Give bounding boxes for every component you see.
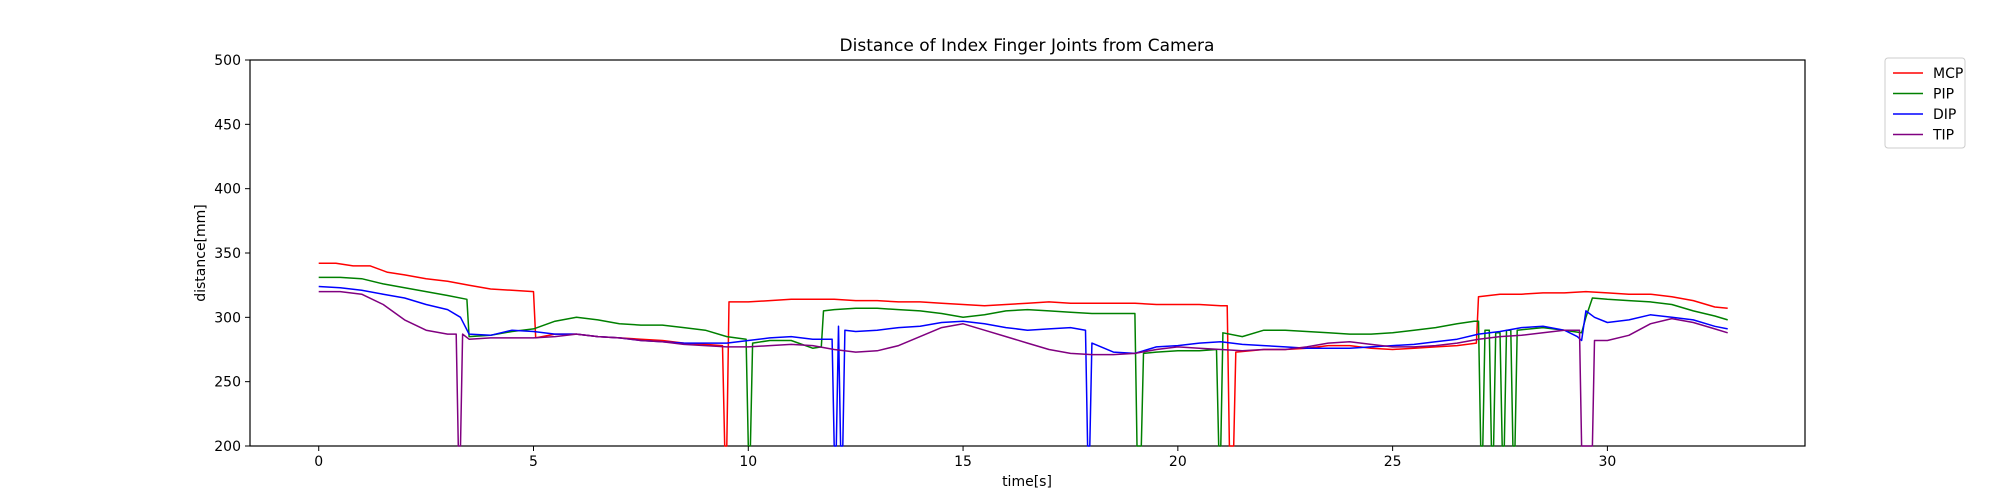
series-line-pip: [318, 276, 1728, 447]
y-axis-label: distance[mm]: [193, 204, 209, 302]
legend-label-mcp: MCP: [1933, 66, 1963, 82]
plot-area-frame: [249, 59, 1806, 447]
chart-title: Distance of Index Finger Joints from Cam…: [840, 36, 1215, 56]
series-layer: [318, 262, 1728, 447]
series-line-mcp: [318, 262, 1728, 447]
legend-label-dip: DIP: [1933, 107, 1956, 123]
y-tick-label: 250: [214, 375, 241, 391]
legend: MCP PIP DIP TIP: [1884, 57, 1966, 149]
y-tick-label: 500: [214, 53, 241, 69]
x-tick-label: 5: [529, 454, 538, 470]
x-tick-label: 30: [1598, 454, 1616, 470]
series-line-tip: [318, 290, 1728, 447]
legend-frame: [1884, 57, 1966, 149]
tick-layer: 0 5 10 15 20 25 30 200 250 300 350 400 450 500: [214, 53, 1616, 470]
y-tick-label: 300: [214, 310, 241, 326]
x-tick-label: 20: [1169, 454, 1187, 470]
y-tick-label: 350: [214, 246, 241, 262]
x-tick-label: 0: [314, 454, 323, 470]
x-tick-label: 15: [954, 454, 972, 470]
y-tick-label: 400: [214, 182, 241, 198]
x-tick-label: 10: [739, 454, 757, 470]
y-tick-label: 450: [214, 117, 241, 133]
legend-label-tip: TIP: [1932, 128, 1954, 144]
x-axis-label: time[s]: [1002, 474, 1052, 490]
legend-label-pip: PIP: [1933, 87, 1954, 103]
x-tick-label: 25: [1384, 454, 1402, 470]
y-tick-label: 200: [214, 439, 241, 455]
